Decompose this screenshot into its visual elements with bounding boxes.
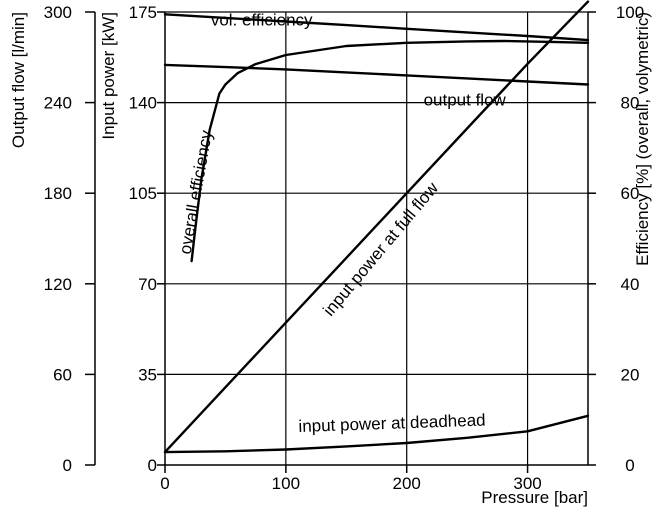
x-tick-label: 200 — [393, 474, 421, 493]
input-power-at-full-flow-line — [163, 0, 590, 454]
power-tick-label: 140 — [129, 94, 157, 113]
curve-labels: vol. efficiency output flow overall effici… — [176, 11, 507, 436]
power-tick-label: 70 — [138, 275, 157, 294]
x-tick-label: 100 — [272, 474, 300, 493]
flow-tick-label: 120 — [44, 275, 72, 294]
power-tick-label: 175 — [129, 3, 157, 22]
eff-tick-label: 0 — [625, 456, 634, 475]
curve-label: input power at deadhead — [298, 411, 486, 437]
power-axis-title: Input power [kW] — [99, 12, 118, 140]
curve-label: input power at full flow — [319, 178, 442, 320]
eff-axis-title: Efficiency [%] (overall, volymetric) — [633, 12, 652, 266]
ticks: 0 100 200 300 0 60 120 180 240 300 0 35 70 105 140 175 0… — [44, 3, 645, 493]
eff-tick-label: 100 — [616, 3, 644, 22]
grid — [165, 11, 588, 465]
power-tick-label: 0 — [148, 456, 157, 475]
flow-tick-label: 0 — [63, 456, 72, 475]
flow-tick-label: 240 — [44, 94, 72, 113]
vol-efficiency-line — [163, 13, 590, 42]
axes — [94, 12, 589, 466]
series-lines — [163, 0, 590, 454]
flow-axis-title: Output flow [l/min] — [9, 12, 28, 148]
flow-tick-label: 300 — [44, 3, 72, 22]
overall-efficiency-line — [190, 39, 590, 263]
power-tick-label: 105 — [129, 184, 157, 203]
eff-tick-label: 20 — [621, 365, 640, 384]
eff-tick-label: 60 — [621, 184, 640, 203]
flow-tick-label: 180 — [44, 184, 72, 203]
curve-label: overall efficiency — [176, 128, 217, 255]
axis-titles: Pressure [bar] Output flow [l/min] Input p… — [9, 12, 652, 507]
input-power-at-deadhead-line — [163, 414, 590, 454]
flow-tick-label: 60 — [53, 365, 72, 384]
curve-label: vol. efficiency — [211, 11, 313, 30]
eff-tick-label: 40 — [621, 275, 640, 294]
output-flow-line — [163, 63, 590, 86]
x-tick-label: 0 — [160, 474, 169, 493]
eff-tick-label: 80 — [621, 94, 640, 113]
x-axis-title: Pressure [bar] — [481, 488, 588, 507]
x-tick-label: 300 — [513, 474, 541, 493]
power-tick-label: 35 — [138, 365, 157, 384]
curve-label: output flow — [424, 91, 507, 110]
